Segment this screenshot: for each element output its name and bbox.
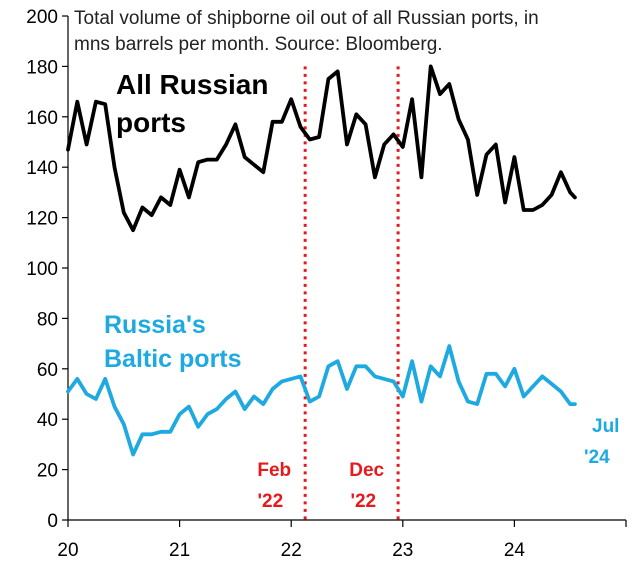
event-label-feb-22-line-1: Feb [257,460,291,481]
series-label-all-ports-line-1: All Russian [116,69,268,100]
x-tick-label: 23 [392,540,413,561]
series-lines [66,64,577,457]
y-tick-label: 40 [37,410,58,431]
event-label-dec-22-line-1: Dec [349,460,384,481]
x-tick-label: 20 [57,540,78,561]
y-tick-label: 20 [37,461,58,482]
x-tick-label: 24 [504,540,526,561]
y-tick-label: 160 [26,108,58,129]
y-tick-label: 80 [37,309,58,330]
axes: 0 20 40 60 80 100 120 140 160 180 200 20 21 22 23 24 [26,7,627,561]
x-tick-label: 21 [169,540,190,561]
series-line-all-russian-ports [66,64,577,233]
y-tick-label: 140 [26,158,58,179]
event-label-dec-22-line-2: '22 [350,491,376,512]
chart-title-line-1: Total volume of shipborne oil out of all… [74,8,539,29]
event-label-feb-22-line-2: '22 [257,491,283,512]
end-label-jul-line-1: Jul [592,416,619,437]
y-tick-label: 120 [26,209,58,230]
y-tick-label: 60 [37,360,58,381]
end-label-jul-line-2: '24 [584,447,610,468]
y-tick-label: 100 [26,259,58,280]
chart-title: Total volume of shipborne oil out of all… [74,8,539,55]
y-tick-label: 200 [26,7,58,28]
y-tick-label: 0 [47,511,58,532]
series-labels: All Russian ports Russia's Baltic ports … [104,69,619,468]
x-tick-label: 22 [281,540,302,561]
series-label-baltic-line-1: Russia's [104,311,206,339]
series-line-baltic-ports [66,344,577,457]
series-label-all-ports-line-2: ports [116,107,186,138]
chart-title-line-2: mns barrels per month. Source: Bloomberg… [74,34,443,55]
y-tick-label: 180 [26,57,58,78]
series-label-baltic-line-2: Baltic ports [104,345,242,373]
event-lines: Feb '22 Dec '22 [257,66,400,520]
